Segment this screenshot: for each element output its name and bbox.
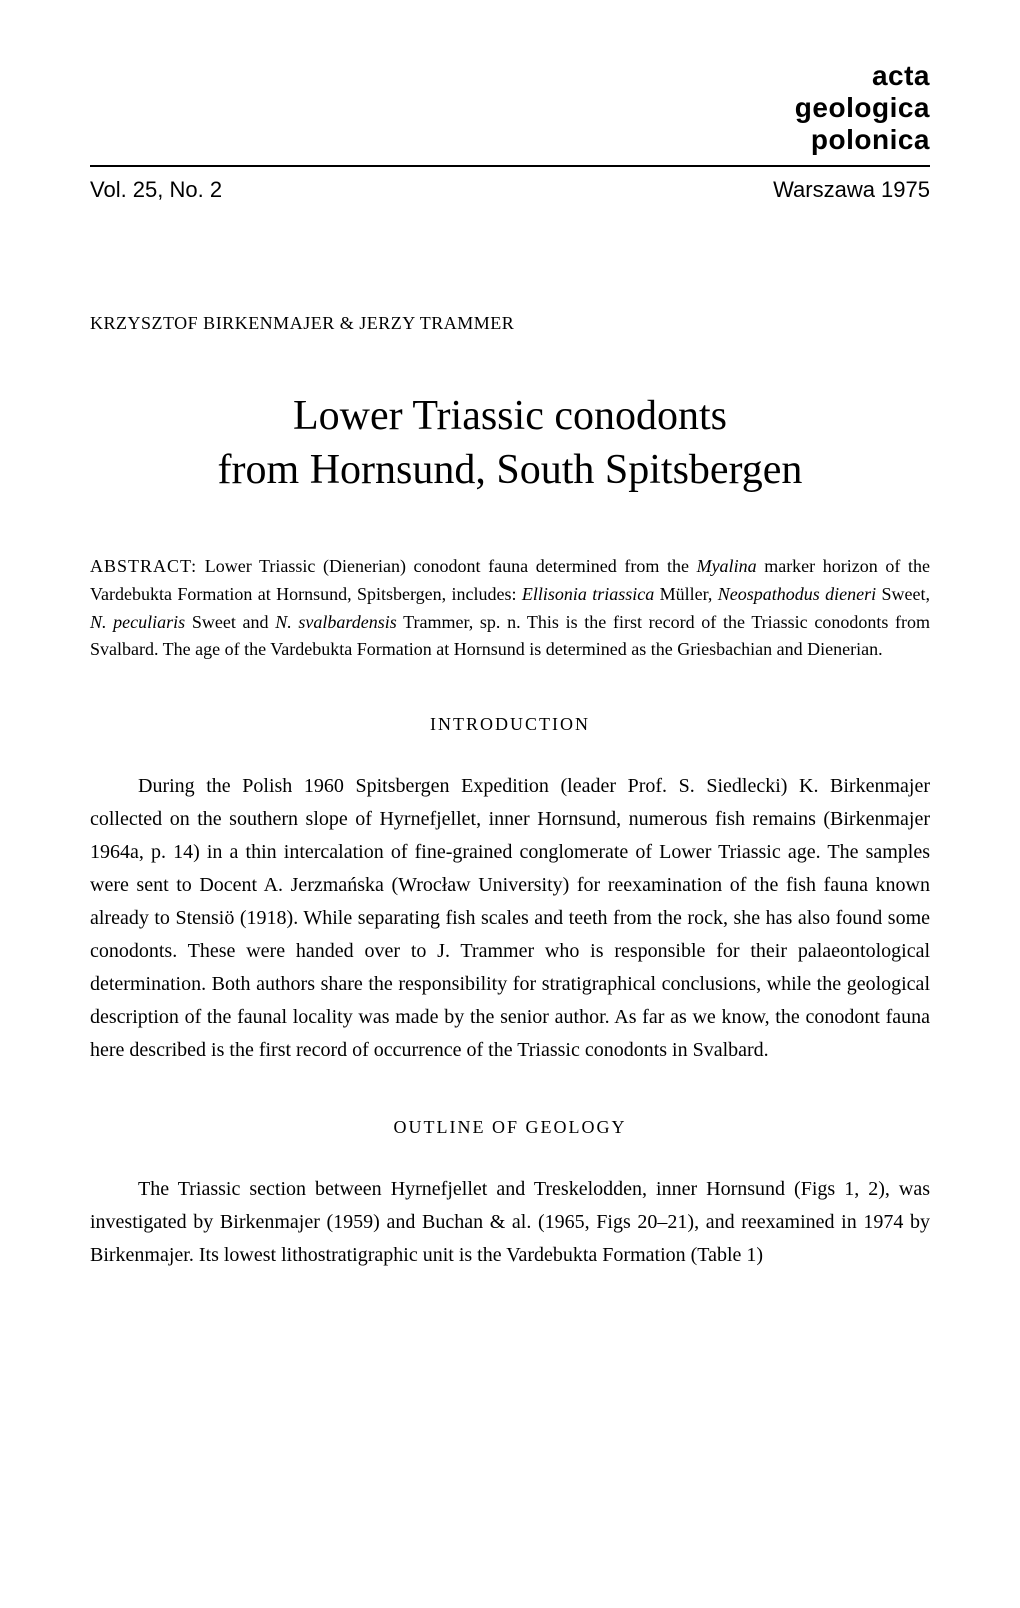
abstract-taxon-n-peculiaris: N. peculiaris (90, 612, 185, 632)
abstract-label: ABSTRACT: (90, 556, 197, 576)
abstract-text-1: Lower Triassic (Dienerian) conodont faun… (197, 556, 696, 576)
journal-name-line2: geologica (795, 92, 930, 124)
abstract-taxon-neospathodus-dieneri: Neospathodus dieneri (718, 584, 876, 604)
geology-paragraph: The Triassic section between Hyrnefjelle… (90, 1173, 930, 1272)
introduction-paragraph: During the Polish 1960 Spitsbergen Exped… (90, 770, 930, 1067)
location-year: Warszawa 1975 (773, 177, 930, 203)
article-title: Lower Triassic conodonts from Hornsund, … (90, 389, 930, 498)
title-line2: from Hornsund, South Spitsbergen (218, 447, 803, 493)
abstract-taxon-ellisonia: Ellisonia triassica (522, 584, 654, 604)
abstract-text-5: Sweet and (185, 612, 275, 632)
journal-name-line1: acta (795, 60, 930, 92)
abstract-taxon-n-svalbardensis: N. svalbardensis (275, 612, 397, 632)
journal-name-line3: polonica (795, 124, 930, 156)
section-heading-introduction: INTRODUCTION (90, 714, 930, 735)
author-names: KRZYSZTOF BIRKENMAJER & JERZY TRAMMER (90, 313, 930, 334)
abstract-text-4: Sweet, (876, 584, 930, 604)
volume-number: Vol. 25, No. 2 (90, 177, 222, 203)
abstract-taxon-myalina: Myalina (697, 556, 757, 576)
masthead: acta geologica polonica (90, 60, 930, 157)
issue-line: Vol. 25, No. 2 Warszawa 1975 (90, 177, 930, 203)
header-rule (90, 165, 930, 167)
abstract: ABSTRACT: Lower Triassic (Dienerian) con… (90, 553, 930, 665)
journal-name: acta geologica polonica (795, 60, 930, 157)
abstract-text-3: Müller, (654, 584, 718, 604)
title-line1: Lower Triassic conodonts (293, 393, 727, 439)
section-heading-outline-of-geology: OUTLINE OF GEOLOGY (90, 1117, 930, 1138)
